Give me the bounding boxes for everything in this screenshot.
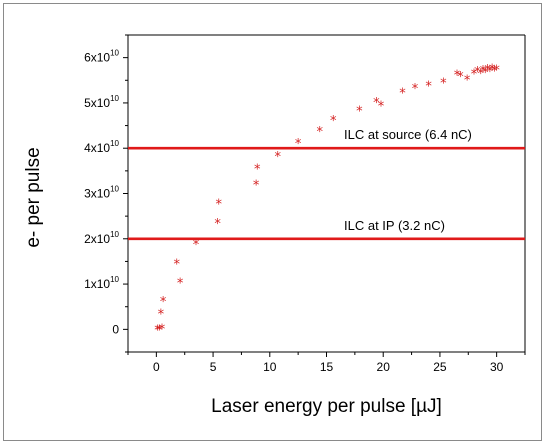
y-tick-mantissa: 2x10	[84, 232, 110, 246]
x-tick-label: 30	[490, 360, 504, 374]
y-tick-label: 1x1010	[84, 275, 119, 291]
data-point: *	[478, 67, 485, 82]
data-point: *	[330, 114, 337, 129]
data-point: *	[487, 65, 494, 80]
data-point: *	[174, 258, 181, 273]
y-tick-label: 6x1010	[84, 49, 119, 65]
data-point: *	[373, 96, 380, 111]
reference-line-label: ILC at source (6.4 nC)	[344, 127, 472, 142]
axes-group: 0 5 10 15 20 25 3001x10102x10103x10104x10105x1…	[84, 34, 526, 374]
data-point: *	[425, 80, 432, 95]
y-tick-exponent: 10	[110, 185, 119, 194]
data-point: *	[356, 105, 363, 120]
y-tick-mantissa: 1x10	[84, 277, 110, 291]
data-point: *	[378, 100, 385, 115]
data-point: *	[482, 66, 489, 81]
y-tick-label: 2x1010	[84, 230, 119, 246]
data-point: *	[156, 323, 163, 338]
data-point: *	[274, 150, 281, 165]
x-tick-label: 15	[320, 360, 334, 374]
data-point: *	[474, 65, 481, 80]
data-point: *	[440, 77, 447, 92]
y-tick-mantissa: 0	[112, 322, 119, 336]
y-tick-mantissa: 6x10	[84, 51, 110, 65]
data-point: *	[484, 63, 491, 78]
data-point: *	[193, 238, 200, 253]
y-tick-label: 5x1010	[84, 94, 119, 110]
x-tick-label: 25	[433, 360, 447, 374]
y-tick-exponent: 10	[110, 139, 119, 148]
data-point: *	[399, 87, 406, 102]
y-tick-label: 3x1010	[84, 185, 119, 201]
data-point: *	[471, 67, 478, 82]
x-tick-label: 5	[210, 360, 217, 374]
x-axis-title: Laser energy per pulse [µJ]	[211, 396, 442, 417]
data-point: *	[154, 323, 161, 338]
data-point: *	[457, 70, 464, 85]
data-point: *	[464, 73, 471, 88]
reference-line-label: ILC at IP (3.2 nC)	[344, 218, 445, 233]
y-tick-mantissa: 5x10	[84, 96, 110, 110]
data-point: *	[177, 277, 184, 292]
y-tick-mantissa: 3x10	[84, 187, 110, 201]
data-point: *	[215, 197, 222, 212]
y-tick-exponent: 10	[110, 230, 119, 239]
x-tick-label: 20	[377, 360, 391, 374]
data-point: *	[480, 64, 487, 79]
y-tick-exponent: 10	[110, 275, 119, 284]
data-point: *	[412, 82, 419, 97]
chart-frame	[3, 3, 542, 441]
data-point: *	[493, 63, 500, 78]
data-point: *	[254, 163, 261, 178]
y-tick-exponent: 10	[110, 49, 119, 58]
data-point: *	[491, 64, 498, 79]
data-point: *	[158, 308, 165, 323]
x-tick-label: 0	[153, 360, 160, 374]
y-tick-label: 4x1010	[84, 139, 119, 155]
data-point: *	[160, 295, 167, 310]
data-point: *	[316, 125, 323, 140]
data-point: *	[454, 68, 461, 83]
y-tick-exponent: 10	[110, 94, 119, 103]
data-point: *	[253, 178, 260, 193]
data-point: *	[489, 63, 496, 78]
x-tick-label: 10	[263, 360, 277, 374]
data-point: *	[159, 322, 166, 337]
reference-lines-group: ILC at source (6.4 nC) ILC at IP (3.2 nC)	[128, 127, 525, 241]
y-tick-label: 0	[112, 322, 119, 336]
data-points-group: ******************** * * *** * **********	[154, 63, 500, 339]
y-tick-mantissa: 4x10	[84, 141, 110, 155]
data-point: *	[295, 137, 302, 152]
y-axis-title: e- per pulse	[23, 147, 44, 247]
data-point: *	[214, 217, 221, 232]
